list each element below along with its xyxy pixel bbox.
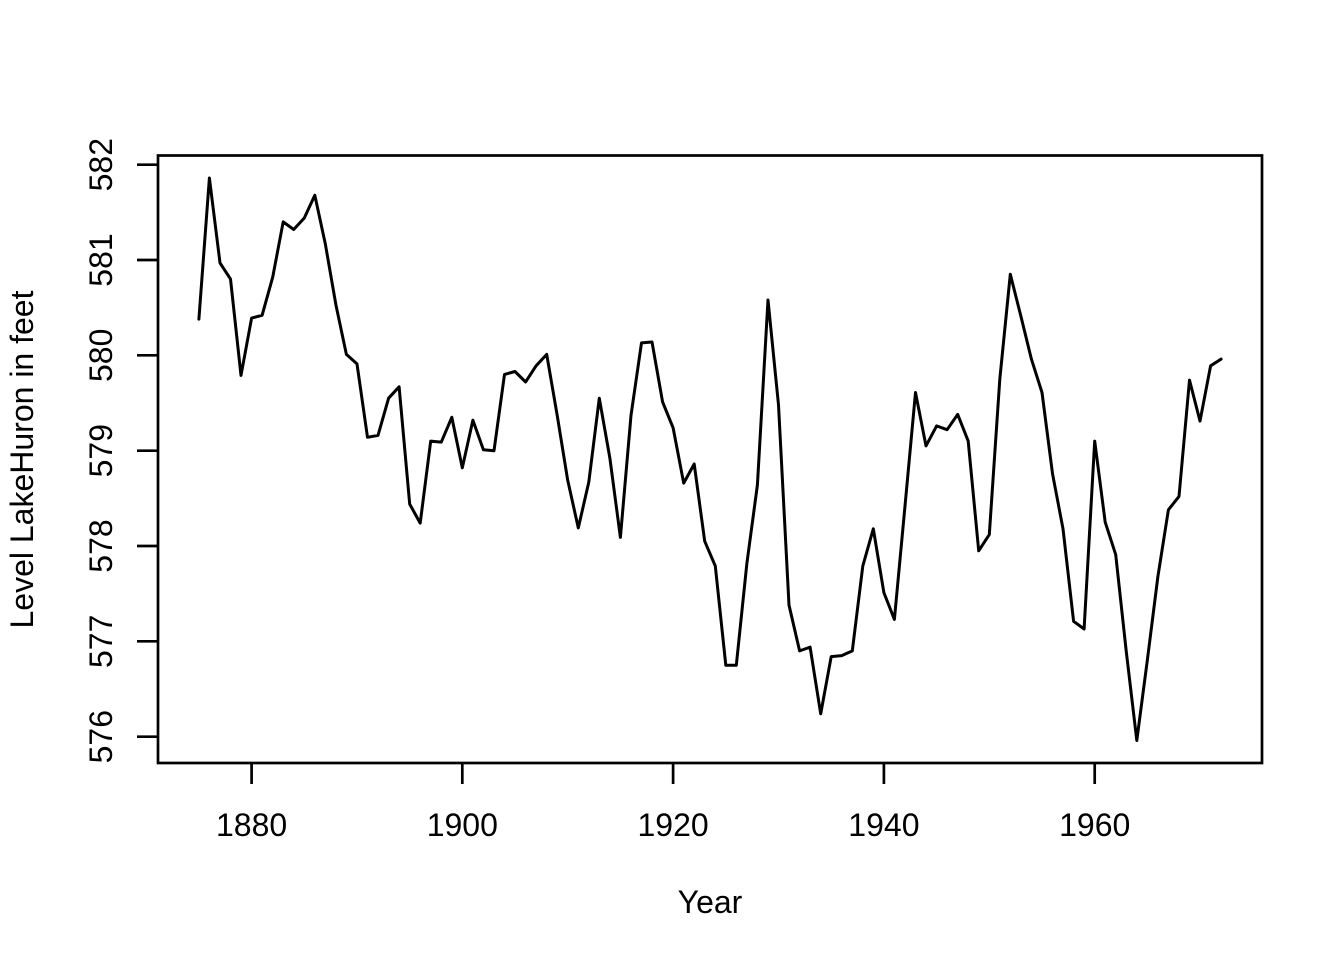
y-tick-label: 577 <box>83 615 119 668</box>
y-tick-label: 576 <box>83 710 119 763</box>
x-axis-title: Year <box>678 884 743 920</box>
y-axis-ticks: 576 577 578 579 580 581 582 <box>83 138 158 763</box>
y-tick-label: 582 <box>83 138 119 191</box>
x-tick-label: 1940 <box>848 807 919 843</box>
y-tick-label: 581 <box>83 233 119 286</box>
series-line <box>197 176 1223 742</box>
x-tick-label: 1960 <box>1059 807 1130 843</box>
x-tick-label: 1880 <box>216 807 287 843</box>
plot-box <box>156 154 1264 765</box>
y-axis-title: Level LakeHuron in feet <box>4 290 40 628</box>
x-tick-label: 1900 <box>427 807 498 843</box>
y-tick-label: 579 <box>83 424 119 477</box>
y-tick-label: 580 <box>83 329 119 382</box>
x-tick-label: 1920 <box>638 807 709 843</box>
x-axis-ticks: 1880 1900 1920 1940 1960 <box>216 763 1130 843</box>
y-tick-label: 578 <box>83 519 119 572</box>
